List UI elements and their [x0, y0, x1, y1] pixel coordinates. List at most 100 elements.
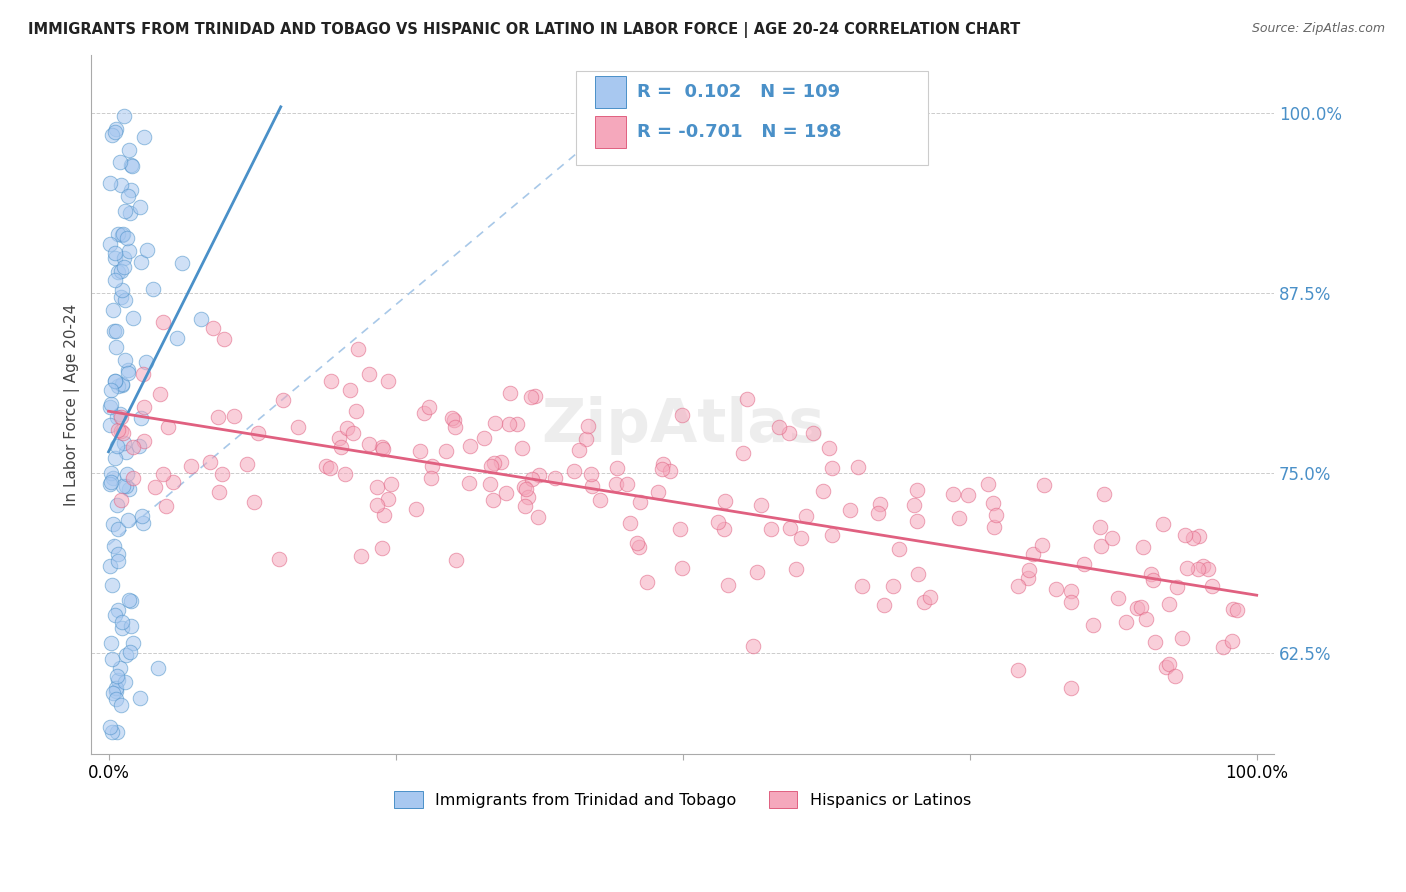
Point — [482, 492, 505, 507]
Point — [1222, 602, 1244, 616]
Point — [821, 460, 844, 475]
Point — [118, 244, 141, 259]
Point — [243, 494, 266, 508]
Point — [105, 669, 128, 683]
Point — [142, 282, 165, 296]
Point — [636, 574, 658, 589]
Point — [1126, 601, 1149, 615]
Point — [152, 315, 174, 329]
Point — [409, 444, 432, 458]
Point — [948, 511, 970, 525]
Point — [1181, 531, 1204, 545]
Point — [1090, 539, 1112, 553]
Point — [111, 283, 134, 297]
Point — [889, 541, 911, 556]
Point — [103, 302, 125, 317]
Point — [977, 477, 1000, 491]
Point — [420, 458, 443, 473]
Point — [117, 363, 139, 377]
Point — [112, 260, 135, 275]
Point — [443, 419, 465, 434]
Point — [190, 312, 212, 326]
Point — [562, 464, 585, 478]
Point — [882, 579, 904, 593]
Point — [790, 531, 813, 545]
Point — [111, 227, 134, 241]
Point — [658, 464, 681, 478]
Point — [575, 432, 598, 446]
Point — [405, 502, 427, 516]
Point — [110, 409, 132, 424]
Point — [114, 251, 136, 265]
Text: R = -0.701   N = 198: R = -0.701 N = 198 — [637, 123, 841, 141]
Point — [458, 439, 481, 453]
Point — [413, 406, 436, 420]
Point — [1092, 487, 1115, 501]
Point — [105, 439, 128, 453]
Point — [122, 636, 145, 650]
Point — [983, 519, 1005, 533]
Point — [104, 374, 127, 388]
Point — [484, 417, 506, 431]
Point — [371, 442, 394, 457]
Point — [1045, 582, 1067, 597]
Point — [117, 367, 139, 381]
Point — [132, 516, 155, 531]
Point — [846, 459, 869, 474]
Point — [134, 130, 156, 145]
Point — [873, 599, 896, 613]
Point — [211, 467, 233, 481]
Point — [1220, 634, 1243, 648]
Point — [419, 471, 441, 485]
Point — [287, 419, 309, 434]
Point — [104, 125, 127, 139]
Point — [371, 541, 394, 556]
Point — [101, 471, 124, 485]
Point — [527, 468, 550, 483]
Point — [377, 374, 399, 388]
Point — [212, 332, 235, 346]
Point — [131, 508, 153, 523]
Point — [350, 549, 373, 564]
Point — [1088, 520, 1111, 534]
Point — [114, 444, 136, 458]
Point — [118, 593, 141, 607]
Point — [114, 293, 136, 308]
Point — [129, 255, 152, 269]
Point — [170, 256, 193, 270]
Point — [373, 508, 395, 522]
Point — [647, 485, 669, 500]
Point — [1060, 595, 1083, 609]
Point — [121, 159, 143, 173]
Point — [112, 108, 135, 122]
Point — [733, 445, 755, 459]
Point — [110, 228, 132, 243]
Point — [515, 499, 537, 513]
Point — [513, 480, 536, 494]
Point — [377, 491, 399, 506]
Point — [737, 392, 759, 406]
Point — [1166, 581, 1188, 595]
Point — [516, 490, 538, 504]
Point — [1140, 566, 1163, 581]
Point — [434, 443, 457, 458]
Point — [344, 404, 367, 418]
Point — [134, 401, 156, 415]
Point — [112, 435, 135, 450]
Point — [651, 458, 673, 472]
Point — [271, 392, 294, 407]
Point — [1198, 562, 1220, 576]
Point — [107, 522, 129, 536]
Point — [117, 231, 139, 245]
Point — [118, 482, 141, 496]
Point — [1033, 478, 1056, 492]
Point — [1115, 615, 1137, 630]
Point — [103, 608, 125, 623]
Point — [1135, 612, 1157, 626]
Point — [801, 425, 824, 440]
Point — [905, 483, 928, 498]
Point — [111, 621, 134, 635]
Point — [114, 204, 136, 219]
Point — [104, 246, 127, 260]
Point — [576, 418, 599, 433]
